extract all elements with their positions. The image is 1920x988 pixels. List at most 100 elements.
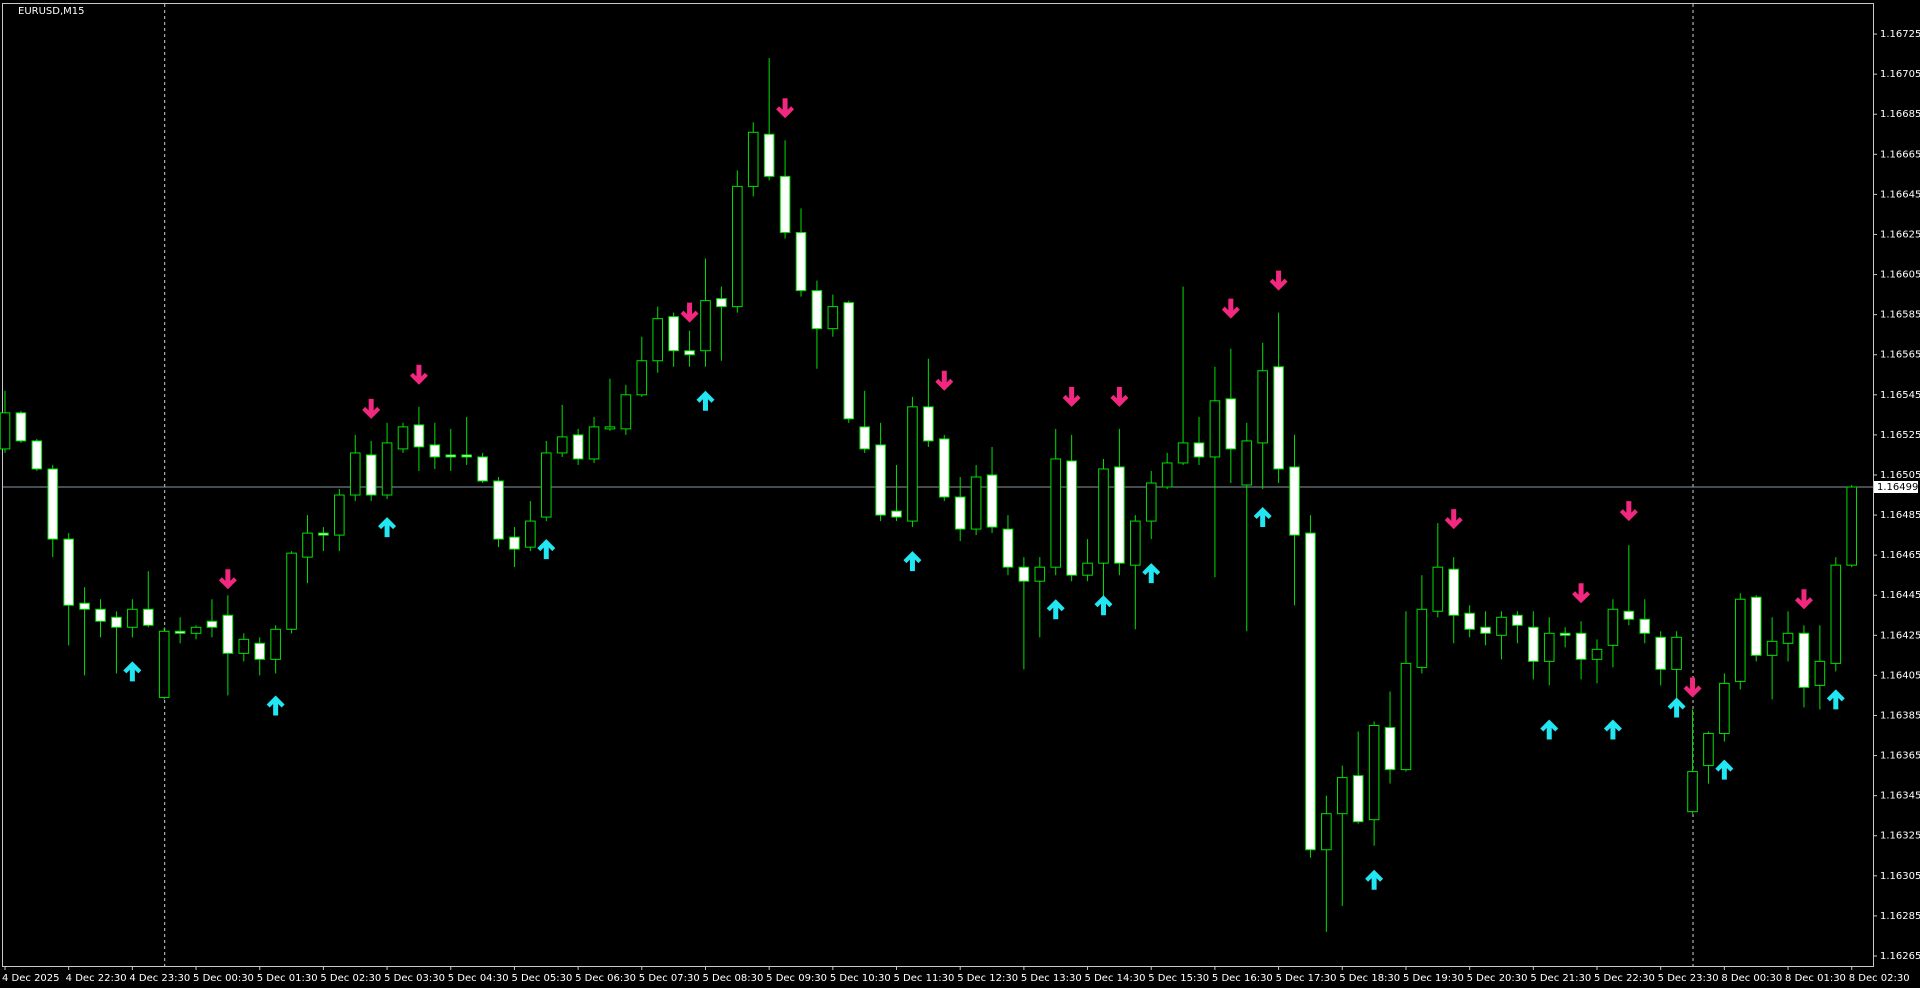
sell-arrow — [935, 370, 954, 391]
candle-body — [636, 360, 648, 396]
candle-body — [1241, 440, 1253, 486]
candle-body — [174, 630, 186, 634]
candle-body — [1814, 660, 1826, 686]
candle-body — [732, 185, 743, 308]
y-tick-label: 1.16365 — [1880, 751, 1920, 762]
sell-arrow — [409, 364, 428, 385]
candle-body — [556, 436, 568, 454]
candle-body — [318, 532, 329, 536]
y-tick-label: 1.16545 — [1880, 390, 1920, 401]
y-tick-label: 1.16565 — [1880, 350, 1920, 361]
candle-body — [700, 300, 711, 352]
sell-arrow — [680, 302, 699, 323]
candle-body — [1655, 636, 1666, 670]
x-tick-label: 5 Dec 10:30 — [830, 973, 891, 984]
candle-body — [254, 642, 266, 660]
buy-arrow — [1142, 563, 1161, 584]
sell-arrow — [362, 398, 381, 419]
y-tick-label: 1.16525 — [1880, 430, 1920, 441]
x-tick-label: 5 Dec 02:30 — [320, 973, 381, 984]
candle-body — [509, 536, 520, 550]
candle-body — [381, 442, 393, 496]
candle-body — [875, 444, 886, 516]
x-tick-label: 5 Dec 14:30 — [1085, 973, 1146, 984]
candle-body — [604, 426, 616, 430]
x-tick-label: 5 Dec 08:30 — [702, 973, 763, 984]
y-tick-label: 1.16685 — [1880, 109, 1920, 120]
y-tick-label: 1.16285 — [1880, 911, 1920, 922]
candle-body — [365, 454, 377, 496]
candle-body — [0, 412, 11, 450]
sell-arrow — [1062, 386, 1081, 407]
candle-body — [206, 620, 218, 628]
candle-body — [747, 131, 759, 187]
y-tick-label: 1.16345 — [1880, 791, 1920, 802]
candle-body — [1050, 458, 1062, 568]
candle-body — [1257, 370, 1268, 444]
candle-body — [1145, 482, 1157, 522]
y-tick-label: 1.16485 — [1880, 510, 1920, 521]
candle-body — [1623, 610, 1635, 620]
x-tick-label: 5 Dec 23:30 — [1658, 973, 1719, 984]
candle-body — [1114, 466, 1125, 564]
candle-body — [1750, 596, 1762, 656]
candle-body — [1448, 568, 1460, 616]
candle-body — [1575, 632, 1587, 660]
candle-body — [127, 608, 138, 628]
candle-body — [1528, 626, 1539, 662]
sell-arrow — [776, 98, 795, 119]
buy-arrow — [537, 539, 556, 560]
x-tick-label: 5 Dec 17:30 — [1276, 973, 1337, 984]
candle-body — [63, 538, 74, 606]
candle-body — [1400, 662, 1412, 771]
x-tick-label: 5 Dec 06:30 — [575, 973, 636, 984]
candle-body — [572, 434, 584, 460]
candle-body — [588, 426, 600, 460]
candle-body — [15, 412, 27, 442]
price-label-box — [1874, 481, 1918, 494]
buy-arrow — [1365, 869, 1384, 890]
candle-body — [270, 628, 281, 660]
sell-arrow — [1794, 589, 1813, 610]
buy-arrow — [903, 551, 922, 572]
x-tick-label: 4 Dec 23:30 — [129, 973, 190, 984]
x-tick-label: 5 Dec 11:30 — [894, 973, 955, 984]
candle-body — [1161, 462, 1173, 488]
sell-arrow — [1683, 677, 1702, 698]
candle-body — [970, 476, 982, 530]
sell-arrow — [1444, 509, 1463, 530]
candle-body — [1703, 733, 1714, 767]
candle-body — [1002, 528, 1014, 568]
x-tick-label: 5 Dec 21:30 — [1530, 973, 1591, 984]
candle-body — [461, 454, 472, 458]
candle-body — [716, 298, 727, 308]
x-tick-label: 5 Dec 01:30 — [257, 973, 318, 984]
chart-title: EURUSD,M15 — [18, 6, 84, 17]
candle-body — [1209, 400, 1221, 458]
candle-body — [684, 350, 695, 356]
x-tick-label: 5 Dec 09:30 — [766, 973, 827, 984]
candle-body — [986, 474, 998, 528]
candle-body — [1591, 648, 1603, 660]
candle-body — [1719, 682, 1730, 735]
x-tick-label: 8 Dec 02:30 — [1849, 973, 1910, 984]
y-tick-label: 1.16305 — [1880, 871, 1920, 882]
candle-body — [1512, 614, 1523, 626]
candle-body — [891, 510, 902, 518]
candle-body — [31, 440, 43, 470]
candle-body — [429, 444, 441, 458]
buy-arrow — [1715, 759, 1734, 780]
x-tick-label: 5 Dec 04:30 — [448, 973, 509, 984]
candle-body — [923, 406, 934, 442]
candle-body — [1066, 460, 1077, 576]
x-tick-label: 5 Dec 18:30 — [1339, 973, 1400, 984]
x-tick-label: 8 Dec 01:30 — [1785, 973, 1846, 984]
candle-body — [843, 302, 855, 420]
candle-body — [1480, 626, 1491, 634]
x-tick-label: 5 Dec 22:30 — [1594, 973, 1655, 984]
candle-body — [1336, 777, 1348, 815]
candle-body — [238, 638, 250, 654]
y-tick-label: 1.16385 — [1880, 710, 1920, 721]
candle-body — [1225, 398, 1237, 450]
